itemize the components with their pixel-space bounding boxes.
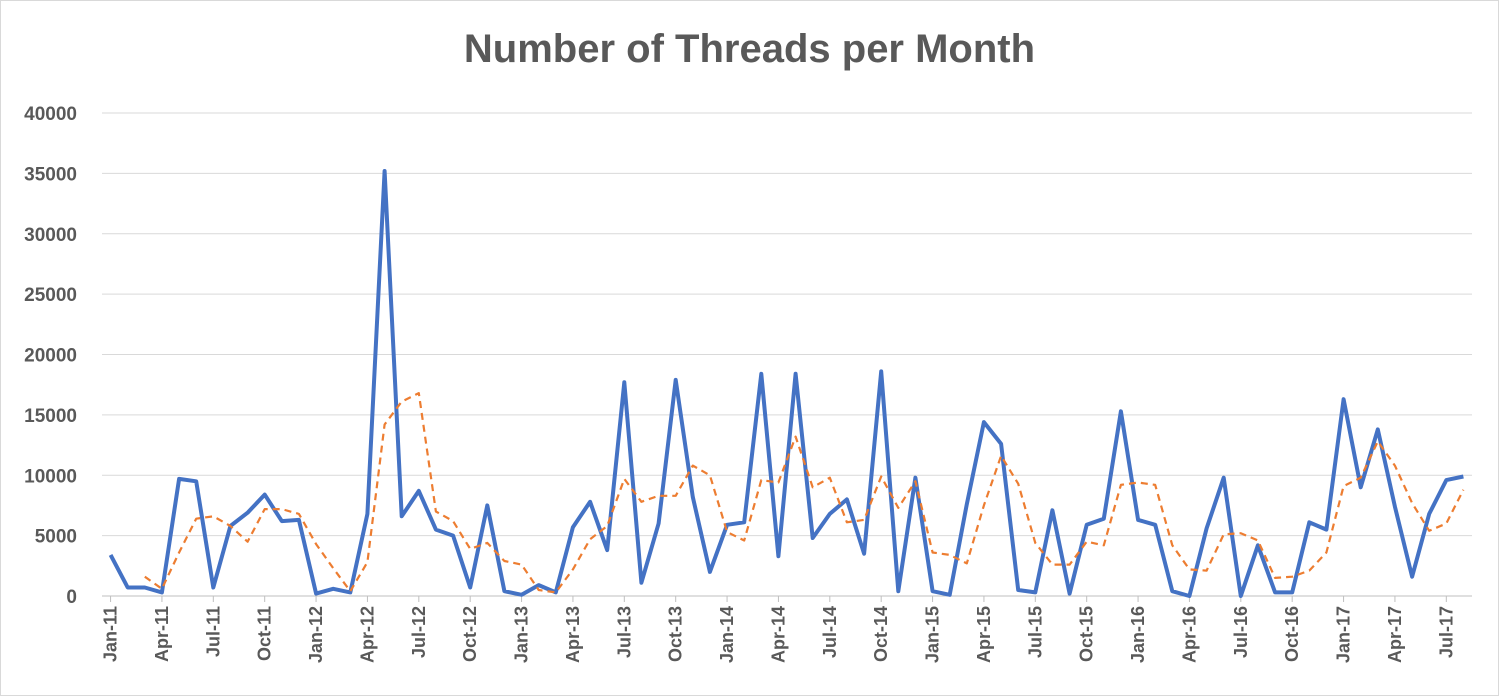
x-tick-label: Apr-16 <box>1179 606 1199 663</box>
x-tick-label: Jan-16 <box>1128 606 1148 663</box>
x-tick-label: Jul-11 <box>203 606 223 657</box>
x-tick-label: Oct-13 <box>666 606 686 662</box>
y-tick-label: 35000 <box>24 164 77 185</box>
x-tick-label: Oct-14 <box>871 606 891 662</box>
x-tick-label: Apr-14 <box>768 606 788 663</box>
x-tick-label: Jan-11 <box>101 606 121 662</box>
series-lines <box>108 169 1465 598</box>
y-tick-label: 15000 <box>24 406 77 427</box>
x-tick-label: Jul-17 <box>1436 606 1456 658</box>
y-tick-label: 10000 <box>24 466 77 487</box>
x-tick-label: Apr-13 <box>563 606 583 663</box>
series-line-2 <box>144 392 1465 594</box>
x-tick-label: Jan-17 <box>1334 606 1354 663</box>
y-tick-label: 5000 <box>35 527 77 548</box>
gridlines <box>102 112 1472 597</box>
x-tick-label: Apr-17 <box>1385 606 1405 663</box>
x-tick-label: Jan-13 <box>512 606 532 663</box>
x-tick-label: Apr-15 <box>974 606 994 663</box>
x-axis-tick-labels: Jan-11 Apr-11 Jul-11 Oct-11 Jan-12 Apr-12 Jul-… <box>101 596 1456 663</box>
y-axis-tick-labels: 0 5000 10000 15000 20000 25000 30000 35000 40000 <box>24 104 77 608</box>
x-tick-label: Jul-12 <box>409 606 429 658</box>
x-tick-label: Jul-16 <box>1231 606 1251 658</box>
y-tick-label: 25000 <box>24 285 77 306</box>
x-tick-label: Oct-11 <box>255 606 275 661</box>
y-tick-label: 0 <box>66 587 77 608</box>
y-tick-label: 40000 <box>24 104 77 125</box>
x-tick-label: Jul-15 <box>1025 606 1045 658</box>
x-tick-label: Jan-15 <box>923 606 943 663</box>
x-tick-label: Oct-15 <box>1077 606 1097 662</box>
x-tick-label: Oct-16 <box>1282 606 1302 662</box>
series-line-1 <box>108 169 1464 598</box>
x-tick-label: Apr-11 <box>152 606 172 662</box>
y-tick-label: 20000 <box>24 346 77 367</box>
x-tick-label: Jan-12 <box>306 606 326 663</box>
x-tick-label: Jul-14 <box>820 606 840 658</box>
x-tick-label: Oct-12 <box>460 606 480 662</box>
chart-title: Number of Threads per Month <box>463 27 1036 71</box>
x-tick-label: Jul-13 <box>614 606 634 658</box>
y-tick-label: 30000 <box>24 225 77 246</box>
x-tick-label: Jan-14 <box>717 606 737 663</box>
x-tick-label: Apr-12 <box>357 606 377 663</box>
